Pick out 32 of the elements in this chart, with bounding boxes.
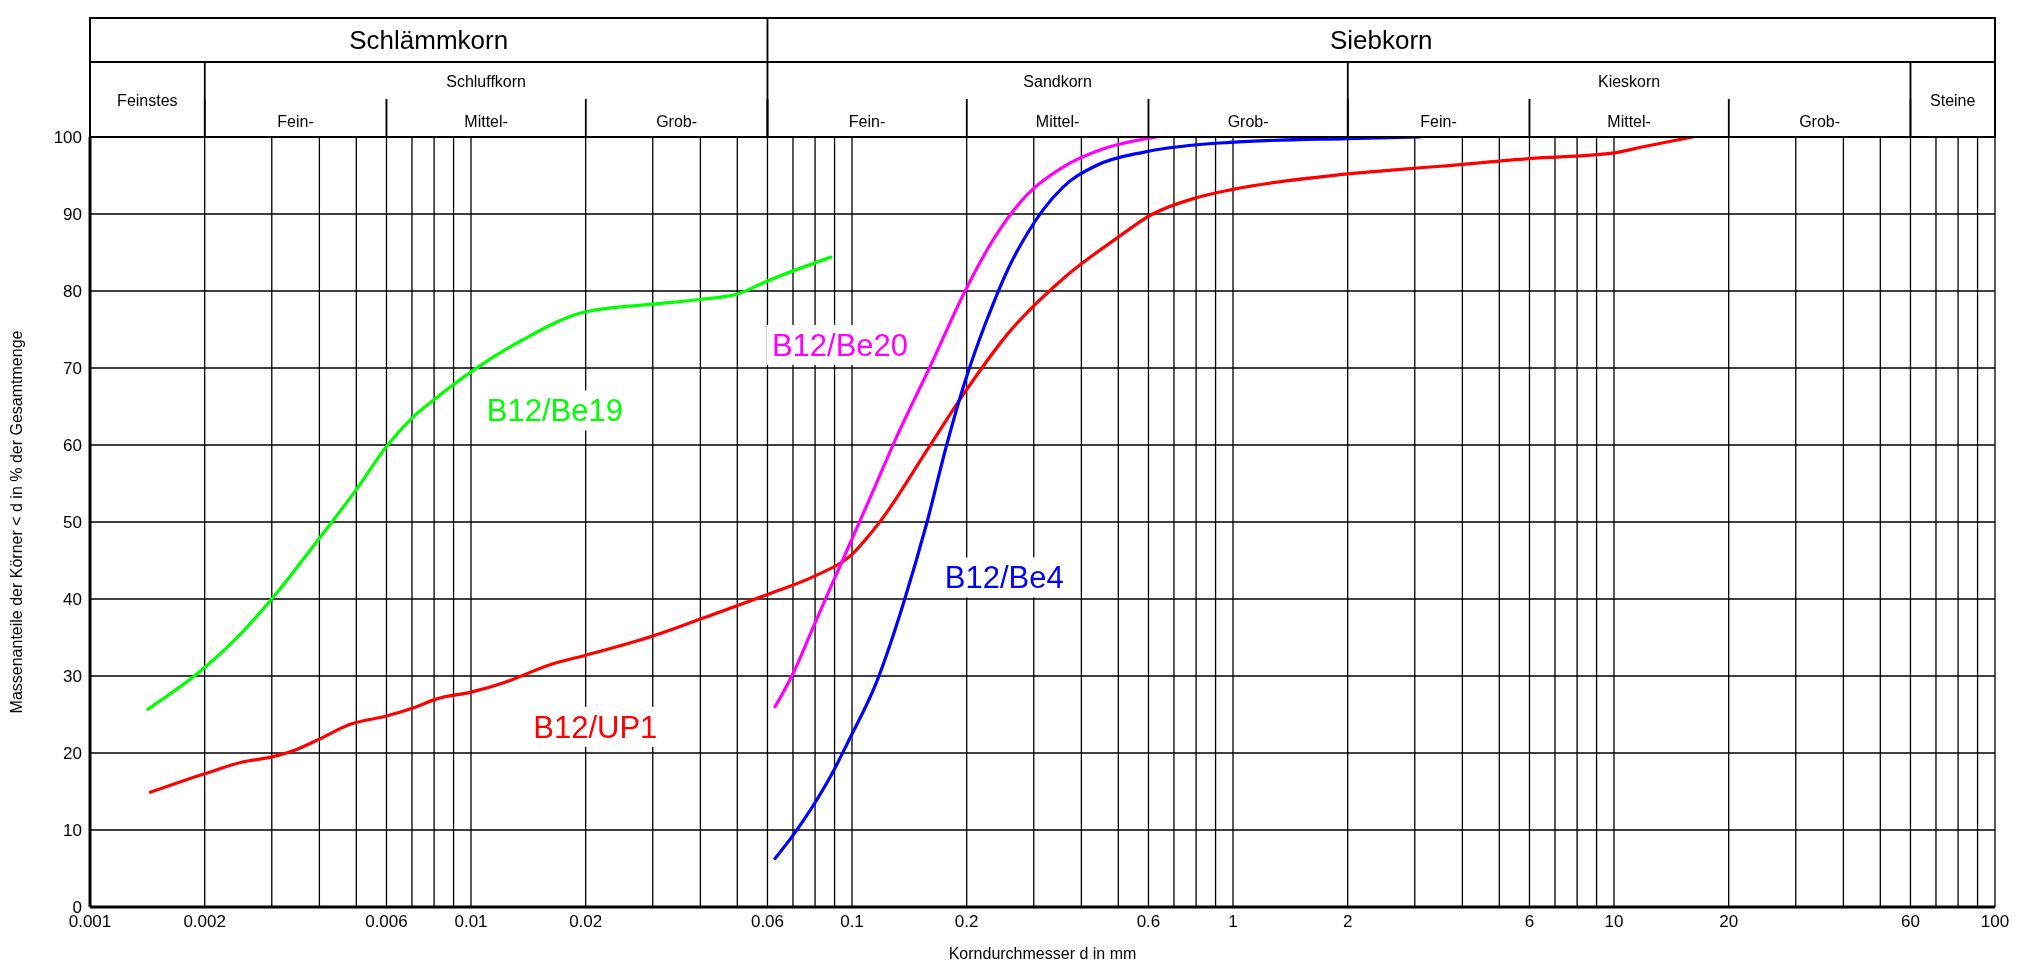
soil-class-table: Schlämmkorn Siebkorn Feinstes Schluffkorn Fein- Mittel- Grob- Sandkorn Fein- Mittel- Grob- Kieskorn Fein- Mittel- Grob- Steine <box>89 17 1996 138</box>
y-tick-label: 80 <box>63 282 82 302</box>
x-tick-label: 6 <box>1524 912 1535 932</box>
y-tick-label: 70 <box>63 359 82 379</box>
y-tick-label: 20 <box>63 744 82 764</box>
y-tick-label: 10 <box>63 821 82 841</box>
x-tick-label: 0.01 <box>454 912 488 932</box>
y-tick-label: 40 <box>63 590 82 610</box>
series-label: B12/UP1 <box>533 709 658 745</box>
y-tick-label: 100 <box>53 128 82 148</box>
y-tick-label: 30 <box>63 667 82 687</box>
x-tick-label: 0.2 <box>954 912 979 932</box>
x-tick-label: 60 <box>1901 912 1920 932</box>
x-tick-label: 2 <box>1342 912 1353 932</box>
y-tick-label: 90 <box>63 205 82 225</box>
y-tick-label: 50 <box>63 513 82 533</box>
series-label: B12/Be20 <box>771 327 909 363</box>
x-tick-label: 0.002 <box>183 912 226 932</box>
x-tick-label: 0.02 <box>569 912 603 932</box>
x-tick-label: 10 <box>1604 912 1624 932</box>
series-label: B12/Be19 <box>486 393 623 429</box>
x-tick-label: 20 <box>1719 912 1739 932</box>
y-tick-label: 60 <box>63 436 82 456</box>
x-axis-title: Korndurchmesser d in mm <box>948 945 1137 962</box>
x-tick-label: 0.6 <box>1136 912 1161 932</box>
x-tick-label: 0.06 <box>750 912 785 932</box>
y-axis-title: Massenanteile der Körner < d in % der Gesamtmenge <box>7 330 25 714</box>
x-tick-label: 1 <box>1228 912 1238 932</box>
x-tick-label: 0.1 <box>840 912 864 932</box>
x-tick-label: 0.006 <box>365 912 408 932</box>
series-label: B12/Be4 <box>944 560 1064 596</box>
x-tick-label: 100 <box>1980 912 2010 932</box>
